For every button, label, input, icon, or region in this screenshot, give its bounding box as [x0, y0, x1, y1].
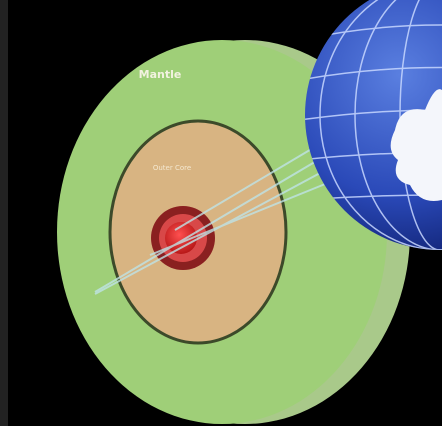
- seismic-rays: [94, 137, 336, 295]
- mantle-label: Mantle: [139, 68, 182, 81]
- globe: [305, 0, 442, 250]
- outer-core-label: Outer Core: [153, 164, 191, 172]
- left-edge: [0, 0, 8, 426]
